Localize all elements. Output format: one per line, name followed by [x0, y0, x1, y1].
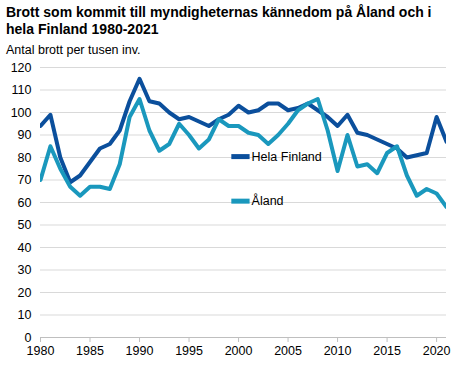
html-text:Brott som kommit till myndighe: Brott som kommit till myndigheternas kän… [6, 4, 432, 37]
svg-text:60: 60 [18, 196, 32, 210]
svg-text:50: 50 [18, 218, 32, 232]
svg-text:80: 80 [18, 151, 32, 165]
svg-text:0: 0 [25, 331, 32, 345]
svg-text:10: 10 [18, 308, 32, 322]
svg-text:120: 120 [11, 61, 32, 75]
svg-text:1985: 1985 [76, 344, 104, 358]
svg-text:Hela Finland: Hela Finland [252, 150, 322, 164]
svg-text:1980: 1980 [27, 344, 55, 358]
svg-text:2015: 2015 [373, 344, 401, 358]
svg-text:2020: 2020 [423, 344, 451, 358]
svg-text:1995: 1995 [175, 344, 203, 358]
svg-text:110: 110 [12, 83, 32, 97]
svg-text:70: 70 [18, 173, 32, 187]
svg-text:Åland: Åland [252, 193, 284, 208]
svg-text:2010: 2010 [324, 344, 352, 358]
svg-text:40: 40 [18, 241, 32, 255]
svg-text:100: 100 [11, 106, 32, 120]
svg-text:20: 20 [18, 286, 32, 300]
svg-text:90: 90 [18, 128, 32, 142]
html-text:Antal brott per tusen inv.: Antal brott per tusen inv. [6, 43, 141, 57]
svg-text:2005: 2005 [274, 344, 302, 358]
svg-text:30: 30 [18, 263, 32, 277]
svg-text:1990: 1990 [126, 344, 154, 358]
svg-text:2000: 2000 [225, 344, 253, 358]
